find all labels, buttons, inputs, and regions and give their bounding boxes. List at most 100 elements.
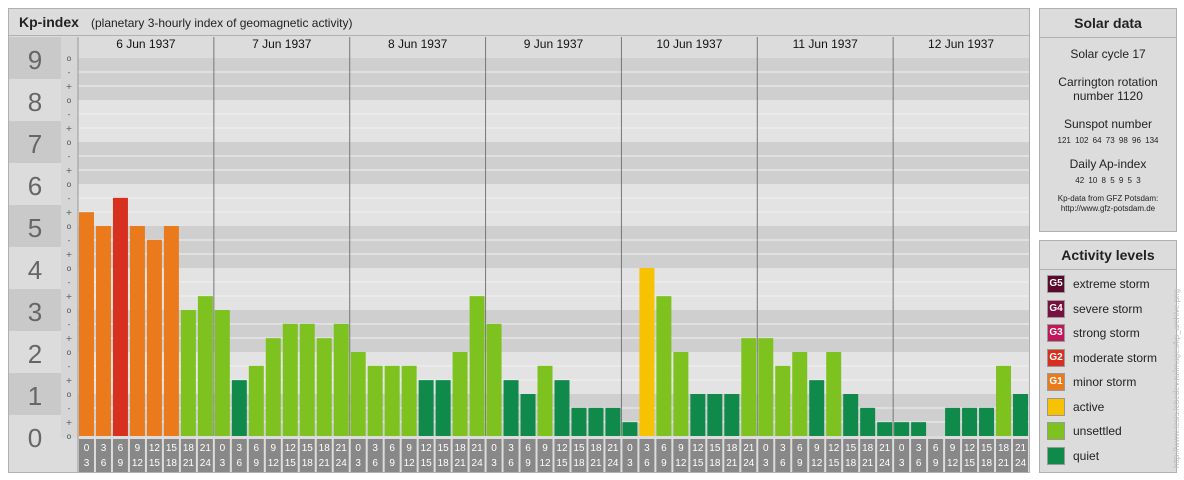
y-tick-label: 8 bbox=[28, 87, 42, 117]
solar-data-panel: Solar data Solar cycle 17 Carrington rot… bbox=[1039, 8, 1177, 232]
hour-end-label: 9 bbox=[661, 458, 667, 469]
hour-end-label: 18 bbox=[438, 458, 450, 469]
hour-start-label: 18 bbox=[862, 443, 874, 454]
activity-level-badge: G2 bbox=[1047, 348, 1065, 367]
y-tick-label: 5 bbox=[28, 213, 42, 243]
y-subtick-label: + bbox=[66, 250, 73, 259]
activity-level-badge: G5 bbox=[1047, 275, 1065, 293]
day-label: 9 Jun 1937 bbox=[524, 37, 584, 51]
carrington-rotation-line2: number 1120 bbox=[1073, 89, 1143, 103]
kp-bar bbox=[418, 380, 434, 436]
hour-start-label: 15 bbox=[573, 443, 585, 454]
hour-start-label: 9 bbox=[406, 443, 412, 454]
hour-end-label: 12 bbox=[947, 458, 959, 469]
day-label: 8 Jun 1937 bbox=[388, 37, 448, 51]
hour-end-label: 24 bbox=[1015, 458, 1027, 469]
hour-start-label: 9 bbox=[814, 443, 820, 454]
hour-end-label: 24 bbox=[607, 458, 619, 469]
kp-bar bbox=[452, 352, 468, 436]
kp-bar bbox=[639, 268, 655, 436]
hour-end-label: 15 bbox=[149, 458, 161, 469]
hour-start-label: 21 bbox=[1015, 443, 1027, 454]
activity-level-badge: G4 bbox=[1047, 299, 1065, 318]
hour-start-label: 12 bbox=[692, 443, 704, 454]
kp-bar bbox=[775, 365, 791, 436]
hour-start-label: 21 bbox=[607, 443, 619, 454]
hour-start-label: 18 bbox=[998, 443, 1010, 454]
y-subtick-label: - bbox=[68, 362, 71, 371]
hour-end-label: 18 bbox=[573, 458, 585, 469]
hour-start-label: 12 bbox=[556, 443, 568, 454]
kp-bar bbox=[129, 226, 145, 436]
y-subtick-label: + bbox=[66, 292, 73, 301]
kp-bar bbox=[282, 323, 298, 436]
hour-end-label: 18 bbox=[709, 458, 721, 469]
kp-bar bbox=[197, 296, 213, 436]
kp-bar bbox=[316, 338, 332, 436]
kp-bar bbox=[877, 422, 893, 436]
kp-bar bbox=[622, 422, 638, 436]
hour-end-label: 24 bbox=[472, 458, 484, 469]
hour-start-label: 6 bbox=[797, 443, 803, 454]
chart-title-bar: Kp-index (planetary 3-hourly index of ge… bbox=[8, 8, 1030, 36]
kp-bar bbox=[384, 365, 400, 436]
kp-bar bbox=[469, 296, 485, 436]
kp-bar bbox=[180, 310, 196, 436]
ap-index-values: 42 10 8 5 9 5 3 bbox=[1075, 176, 1141, 185]
solar-cycle: Solar cycle 17 bbox=[1070, 47, 1146, 61]
hour-start-label: 6 bbox=[254, 443, 260, 454]
hour-end-label: 12 bbox=[132, 458, 144, 469]
activity-level-label: quiet bbox=[1073, 448, 1100, 463]
hour-end-label: 24 bbox=[336, 458, 348, 469]
y-subtick-label: - bbox=[68, 194, 71, 203]
hour-end-label: 21 bbox=[998, 458, 1010, 469]
hour-start-label: 15 bbox=[166, 443, 178, 454]
y-subtick-label: o bbox=[67, 432, 72, 441]
y-subtick-label: + bbox=[66, 124, 73, 133]
kp-bar bbox=[673, 352, 689, 436]
hour-start-label: 12 bbox=[421, 443, 433, 454]
hour-start-label: 21 bbox=[472, 443, 484, 454]
hour-end-label: 18 bbox=[981, 458, 993, 469]
hour-start-label: 0 bbox=[627, 443, 633, 454]
kp-bar bbox=[435, 380, 451, 436]
hour-start-label: 0 bbox=[220, 443, 226, 454]
y-subtick-label: o bbox=[67, 54, 72, 63]
hour-start-label: 9 bbox=[542, 443, 548, 454]
kp-bar bbox=[979, 407, 995, 436]
source-note-line1: Kp-data from GFZ Potsdam: bbox=[1057, 194, 1159, 203]
hour-start-label: 3 bbox=[644, 443, 650, 454]
activity-level-label: strong storm bbox=[1073, 326, 1140, 340]
kp-bar bbox=[554, 380, 570, 436]
y-subtick-label: o bbox=[67, 180, 72, 189]
hour-end-label: 3 bbox=[355, 458, 361, 469]
kp-bar bbox=[112, 197, 128, 436]
y-subtick-label: o bbox=[67, 222, 72, 231]
kp-bar bbox=[95, 226, 111, 436]
kp-bar bbox=[367, 365, 383, 436]
hour-end-label: 15 bbox=[421, 458, 433, 469]
hour-end-label: 12 bbox=[675, 458, 687, 469]
hour-end-label: 18 bbox=[302, 458, 314, 469]
hour-start-label: 15 bbox=[845, 443, 857, 454]
hour-start-label: 3 bbox=[101, 443, 107, 454]
hour-start-label: 0 bbox=[491, 443, 497, 454]
hour-start-label: 6 bbox=[661, 443, 667, 454]
hour-end-label: 15 bbox=[556, 458, 568, 469]
hour-start-label: 6 bbox=[933, 443, 939, 454]
kp-bar bbox=[333, 323, 349, 436]
y-subtick-label: - bbox=[68, 278, 71, 287]
hour-end-label: 15 bbox=[828, 458, 840, 469]
hour-start-label: 0 bbox=[355, 443, 361, 454]
hour-end-label: 9 bbox=[797, 458, 803, 469]
hour-start-label: 12 bbox=[149, 443, 161, 454]
hour-end-label: 12 bbox=[268, 458, 280, 469]
activity-level-badge bbox=[1047, 422, 1065, 440]
kp-bar bbox=[996, 365, 1012, 436]
hour-end-label: 15 bbox=[964, 458, 976, 469]
chart-title: Kp-index bbox=[19, 14, 79, 30]
sunspot-label: Sunspot number bbox=[1063, 117, 1153, 131]
kp-bar bbox=[486, 323, 502, 436]
hour-end-label: 6 bbox=[780, 458, 786, 469]
hour-end-label: 24 bbox=[200, 458, 212, 469]
